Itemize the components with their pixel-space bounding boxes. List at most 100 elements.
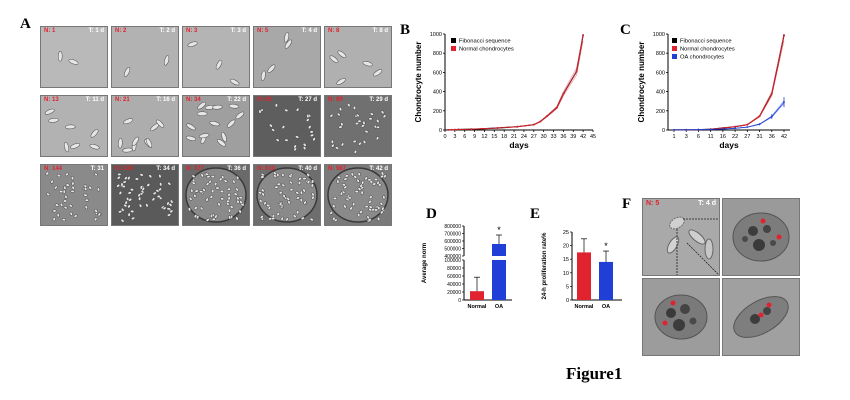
cell-shape: [267, 206, 271, 210]
cell-shape: [158, 187, 162, 192]
cell-shape: [377, 206, 381, 211]
x-tick-label: 0: [443, 134, 446, 140]
micrograph-f-zoom-2: [642, 278, 720, 356]
data-point: [575, 70, 578, 73]
panel-f-micrographs: N: 5 T: 4 d: [642, 198, 800, 356]
x-tick-label: 30: [541, 134, 547, 140]
y-tick-label: 200: [656, 109, 665, 115]
cell-shape: [158, 174, 162, 179]
y-tick-label: 60000: [447, 274, 461, 280]
cell-shape: [55, 203, 59, 207]
cell-shape: [274, 103, 278, 108]
cell-shape: [59, 190, 64, 194]
cell-shape: [364, 176, 368, 181]
cell-shape: [122, 180, 127, 184]
y-tick-label: 0: [439, 128, 442, 134]
x-tick-label: 18: [501, 134, 507, 140]
cell-shape: [131, 136, 139, 146]
cell-shape: [382, 114, 387, 119]
cell-time-label: T: 3 d: [230, 28, 246, 34]
cell-shape: [211, 189, 215, 194]
y-tick-label: 0: [662, 128, 665, 134]
cell-shape: [238, 196, 243, 200]
cell-shapes: [329, 103, 387, 154]
cell-shape: [186, 123, 196, 131]
cell-shape: [56, 174, 61, 178]
cell-shape: [352, 202, 356, 207]
zoom-cell-shape: [733, 296, 789, 338]
cell-shape: [295, 107, 300, 112]
cell-shape: [134, 177, 139, 181]
x-tick-label: 42: [580, 134, 586, 140]
cell-shape: [260, 70, 266, 81]
cell-shape: [369, 180, 373, 184]
significance-marker: *: [604, 241, 608, 251]
micrograph-cell: N: 21 T: 16 d: [111, 95, 179, 157]
x-tick-label: 12: [481, 134, 487, 140]
x-tick-label: Normal: [468, 304, 487, 310]
cell-shape: [258, 109, 262, 114]
y-tick-label: 5: [566, 284, 569, 290]
legend-label: Normal chondrocytes: [459, 47, 514, 53]
micrograph-f-overview: N: 5 T: 4 d: [642, 198, 720, 276]
cell-shape: [169, 209, 174, 214]
cell-shape: [308, 125, 312, 130]
cell-shape: [123, 118, 134, 125]
x-axis-label: days: [509, 140, 529, 150]
cell-shape: [340, 142, 345, 147]
cell-shape: [159, 182, 163, 187]
cell-shape: [269, 123, 273, 128]
cell-shape: [162, 206, 167, 210]
cell-shape: [299, 198, 303, 203]
cell-number-label: N: 13: [44, 97, 59, 103]
cell-shape: [121, 207, 125, 212]
y-tick-label: 400000: [444, 254, 461, 260]
cell-shape: [63, 199, 68, 203]
cell-shape: [359, 183, 363, 188]
cell-number-label: N: 610: [257, 166, 276, 172]
micrograph-cell: N: 610 T: 40 d: [253, 164, 321, 226]
cell-shape: [278, 202, 283, 207]
x-tick-label: 39: [570, 134, 576, 140]
cell-shape: [118, 137, 123, 149]
cell-shape: [353, 105, 356, 110]
cell-shape: [151, 197, 156, 202]
cell-shape: [289, 187, 294, 192]
cell-shape: [280, 216, 284, 221]
cell-shapes: [327, 167, 389, 223]
cell-shape: [349, 206, 353, 211]
cell-shape: [299, 190, 303, 195]
cell-shape: [368, 117, 373, 121]
cell-shapes: [124, 55, 170, 77]
cell-number-label: N: 987: [328, 166, 347, 172]
x-tick-label: 9: [473, 134, 476, 140]
cell-shape: [312, 137, 316, 142]
x-tick-label: 15: [491, 134, 497, 140]
cell-shape: [336, 78, 346, 85]
micrograph-cell: N: 1 T: 1 d: [40, 26, 108, 88]
cell-shape: [311, 179, 315, 184]
cell-time-label: T: 27 d: [298, 97, 317, 103]
cell-shape: [211, 217, 216, 221]
y-tick-label: 800: [656, 51, 665, 57]
x-tick-label: 1: [672, 134, 675, 140]
x-tick-label: 24: [521, 134, 527, 140]
panel-label-c: C: [620, 22, 631, 38]
cell-shape: [116, 184, 121, 188]
data-point: [496, 127, 499, 129]
y-tick-label: 1000: [430, 32, 442, 38]
cell-shape: [284, 39, 292, 49]
cell-shape: [187, 41, 198, 47]
cell-shape: [367, 218, 372, 222]
cell-shape: [93, 172, 98, 177]
cell-shape: [357, 119, 362, 123]
cell-shape: [191, 174, 196, 178]
cell-time-label: T: 2 d: [159, 28, 175, 34]
data-point: [516, 125, 519, 128]
cell-shape: [295, 135, 300, 139]
cell-shape: [145, 203, 149, 208]
cell-shape: [381, 206, 385, 211]
y-tick-label: 15: [563, 257, 569, 263]
cell-shape: [340, 122, 344, 127]
cell-shape: [83, 193, 88, 197]
